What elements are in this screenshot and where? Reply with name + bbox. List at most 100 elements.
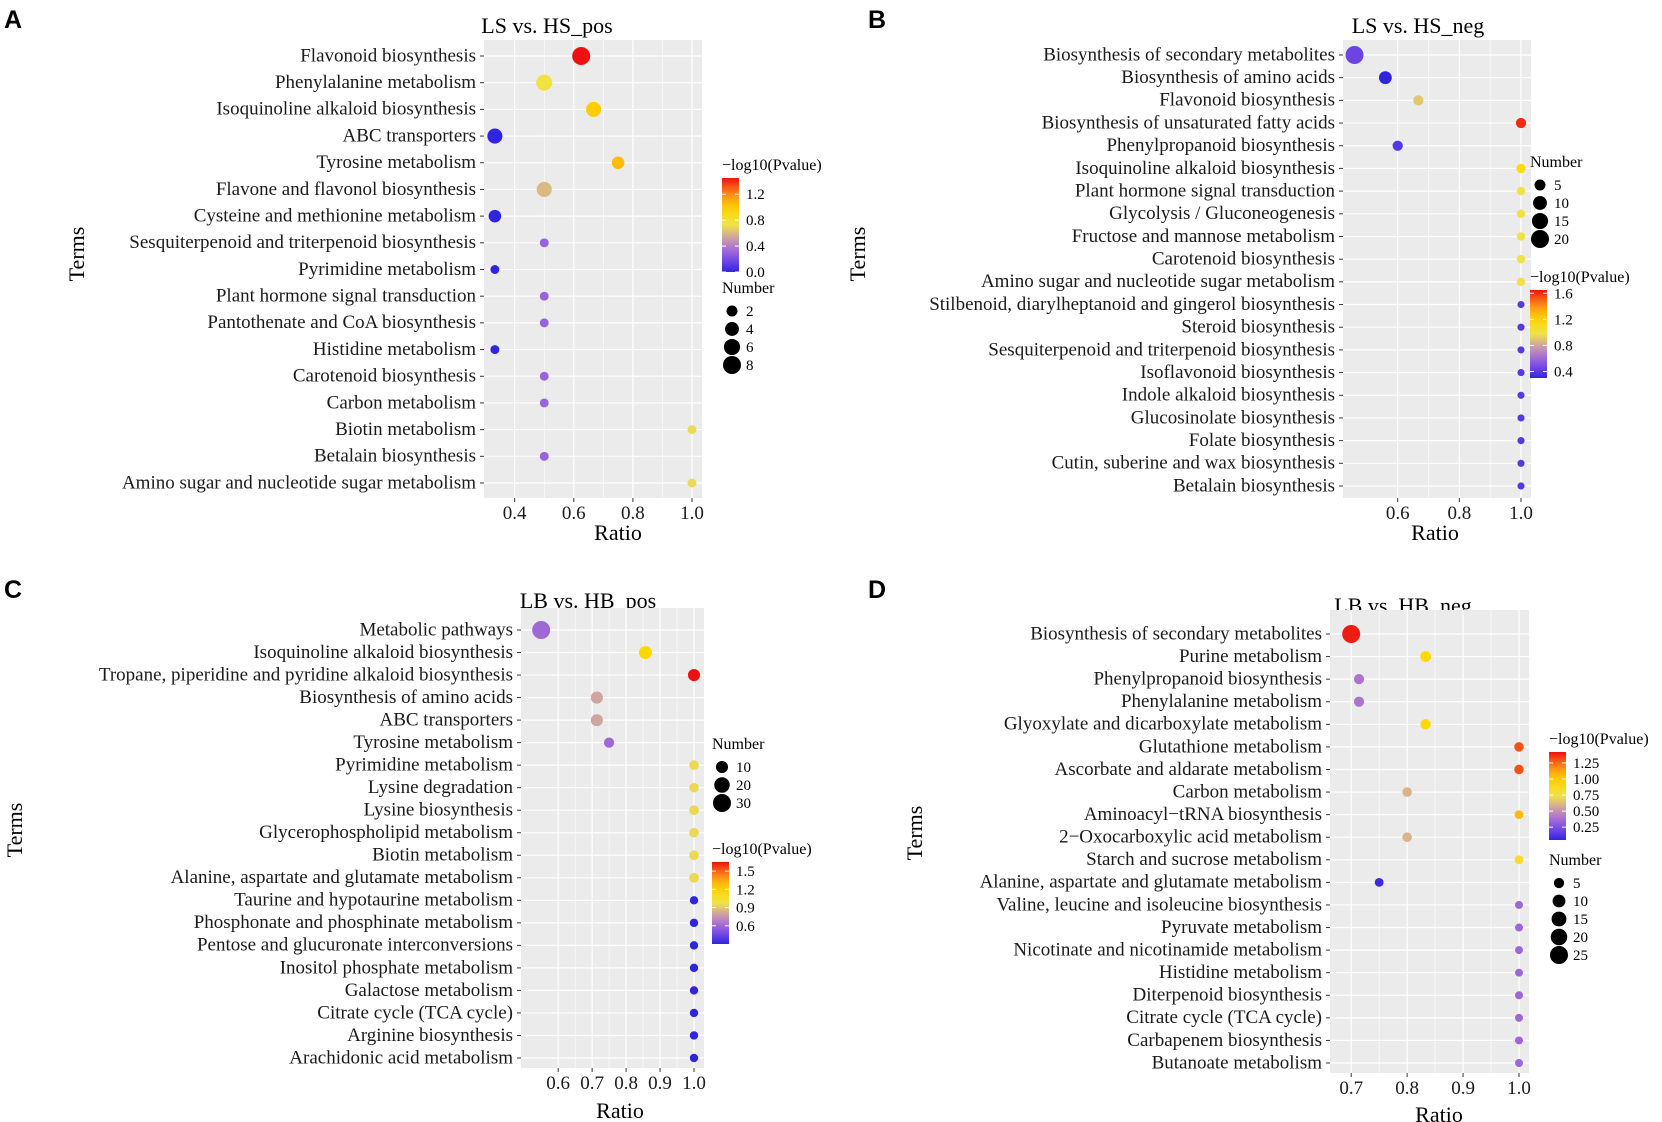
term-label: Flavonoid biosynthesis	[1159, 90, 1335, 111]
panel-letter: C	[4, 576, 22, 604]
size-legend-title: Number	[722, 280, 775, 297]
term-label: Tyrosine metabolism	[316, 152, 476, 173]
term-label: Phenylalanine metabolism	[275, 72, 476, 93]
data-point	[1420, 651, 1432, 663]
size-legend-label: 30	[736, 796, 751, 812]
data-point	[1378, 71, 1392, 85]
term-label: Tyrosine metabolism	[353, 732, 513, 753]
color-legend-label: 1.25	[1573, 756, 1599, 772]
plot-background	[521, 608, 704, 1068]
data-point	[1514, 855, 1524, 865]
size-legend-dot	[1533, 196, 1547, 210]
y-axis-title: Terms	[902, 806, 927, 861]
data-point	[1517, 482, 1525, 490]
data-point	[689, 872, 699, 883]
term-label: Sesquiterpenoid and triterpenoid biosynt…	[129, 232, 476, 253]
color-legend-label: 0.6	[736, 919, 755, 935]
y-axis-title: Terms	[64, 227, 89, 282]
data-point	[689, 986, 699, 995]
data-point	[590, 714, 603, 727]
color-legend-title: −log10(Pvalue)	[1530, 269, 1630, 286]
data-point	[1353, 696, 1365, 707]
size-legend-label: 15	[1554, 214, 1569, 230]
data-point	[689, 782, 699, 793]
color-bar	[1530, 290, 1547, 378]
x-tick-label: 0.7	[580, 1073, 604, 1094]
data-point	[539, 291, 549, 301]
data-point	[1515, 1036, 1523, 1045]
term-label: Diterpenoid biosynthesis	[1133, 985, 1322, 1006]
x-axis-title: Ratio	[596, 1098, 644, 1122]
color-legend-title: −log10(Pvalue)	[1549, 731, 1649, 748]
size-legend-label: 15	[1573, 912, 1588, 928]
x-tick-label: 1.0	[682, 1073, 706, 1094]
term-label: Plant hormone signal transduction	[216, 286, 477, 307]
term-label: Amino sugar and nucleotide sugar metabol…	[122, 472, 476, 493]
size-legend-label: 4	[746, 322, 754, 338]
term-label: Metabolic pathways	[359, 619, 513, 640]
size-legend-title: Number	[1530, 154, 1583, 171]
size-legend-label: 20	[1573, 930, 1588, 946]
data-point	[689, 827, 699, 838]
data-point	[689, 1031, 699, 1040]
term-label: Pyruvate metabolism	[1161, 917, 1322, 938]
data-point	[539, 238, 549, 248]
color-legend-label: 1.00	[1573, 772, 1599, 788]
data-point	[1345, 46, 1364, 64]
term-label: Glyoxylate and dicarboxylate metabolism	[1004, 714, 1322, 735]
term-label: Biosynthesis of amino acids	[1121, 67, 1335, 88]
term-label: Galactose metabolism	[345, 980, 514, 1001]
x-tick-label: 0.8	[614, 1073, 638, 1094]
data-point	[1517, 369, 1525, 377]
y-axis-title: Terms	[2, 803, 27, 858]
size-legend-dot	[713, 794, 731, 812]
size-legend-label: 5	[1573, 876, 1581, 892]
size-legend-dot	[1553, 877, 1565, 889]
data-point	[1515, 900, 1523, 909]
data-point	[536, 181, 552, 197]
data-point	[689, 1008, 699, 1018]
data-point	[1517, 346, 1525, 354]
size-legend-dot	[1531, 212, 1549, 230]
term-label: Carbapenem biosynthesis	[1127, 1030, 1322, 1051]
data-point	[689, 963, 699, 973]
size-legend-dot	[723, 338, 741, 356]
data-point	[572, 47, 591, 65]
term-label: Plant hormone signal transduction	[1075, 180, 1336, 201]
x-axis-title: Ratio	[1415, 1102, 1463, 1122]
size-legend-label: 25	[1573, 948, 1588, 964]
data-point	[1517, 459, 1525, 467]
term-label: Isoquinoline alkaloid biosynthesis	[253, 642, 513, 663]
y-axis-title: Terms	[845, 227, 870, 282]
data-point	[1374, 877, 1384, 887]
color-legend-label: 1.5	[736, 864, 755, 880]
term-label: Pantothenate and CoA biosynthesis	[207, 312, 476, 333]
data-point	[1515, 923, 1523, 932]
data-point	[1402, 832, 1412, 843]
term-label: Alanine, aspartate and glutamate metabol…	[171, 867, 514, 888]
x-tick-label: 1.0	[1507, 1078, 1531, 1099]
size-legend-label: 20	[1554, 232, 1569, 248]
size-legend-label: 10	[736, 760, 751, 776]
term-label: Biosynthesis of secondary metabolites	[1030, 623, 1322, 644]
term-label: Arginine biosynthesis	[347, 1025, 513, 1046]
term-label: Glycolysis / Gluconeogenesis	[1109, 203, 1335, 224]
data-point	[536, 74, 553, 91]
term-label: Alanine, aspartate and glutamate metabol…	[980, 872, 1323, 893]
size-legend-label: 10	[1554, 196, 1569, 212]
color-legend-label: 1.2	[1554, 312, 1573, 328]
color-legend-label: 1.2	[736, 882, 755, 898]
data-point	[603, 737, 615, 748]
panel-b: B LS vs. HS_neg 0.6 0.8 1.0 Biosynthesis of s…	[845, 6, 1630, 545]
term-label: Citrate cycle (TCA cycle)	[1126, 1007, 1322, 1028]
data-point	[1353, 674, 1365, 685]
data-point	[689, 1053, 699, 1063]
color-legend-title: −log10(Pvalue)	[712, 841, 812, 858]
x-tick-label: 0.6	[546, 1073, 570, 1094]
term-label: Biosynthesis of secondary metabolites	[1043, 44, 1335, 65]
color-legend-label: 0.9	[736, 901, 755, 917]
data-point	[487, 128, 503, 144]
data-point	[1342, 625, 1361, 643]
term-label: Carbon metabolism	[327, 392, 477, 413]
x-axis-title: Ratio	[1411, 520, 1459, 545]
